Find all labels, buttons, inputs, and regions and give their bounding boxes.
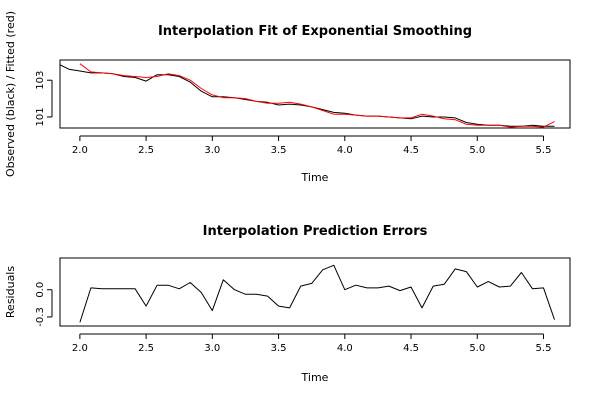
errors-x-tick-label: 3.5 xyxy=(271,343,287,354)
errors-x-axis-label: Time xyxy=(301,371,329,384)
errors-x-axis: 2.0 2.5 3.0 3.5 4.0 4.5 5.0 5.5 xyxy=(72,333,552,354)
errors-x-tick-label: 5.5 xyxy=(536,343,552,354)
errors-series-line-0 xyxy=(79,264,555,323)
errors-y-axis-label: Residuals xyxy=(4,266,17,318)
fit-x-axis-label: Time xyxy=(301,171,329,184)
errors-x-tick-label: 3.0 xyxy=(204,343,220,354)
errors-y-tick-label: -0.3 xyxy=(35,307,46,327)
fit-y-axis: 101 103 xyxy=(35,71,53,127)
fit-y-tick-label: 101 xyxy=(35,107,46,126)
fit-x-tick-label: 3.0 xyxy=(204,145,220,156)
fit-x-tick-label: 5.5 xyxy=(536,145,552,156)
fit-series xyxy=(60,63,555,128)
fit-chart-title: Interpolation Fit of Exponential Smoothi… xyxy=(158,24,472,39)
errors-chart-title: Interpolation Prediction Errors xyxy=(203,224,428,239)
errors-x-tick-label: 5.0 xyxy=(469,343,485,354)
fit-y-axis-label: Observed (black) / Fitted (red) xyxy=(4,11,17,177)
fit-x-axis: 2.0 2.5 3.0 3.5 4.0 4.5 5.0 5.5 xyxy=(72,135,552,156)
fit-x-tick-label: 5.0 xyxy=(469,145,485,156)
fit-x-tick-label: 4.5 xyxy=(403,145,419,156)
errors-x-tick-label: 2.0 xyxy=(72,343,88,354)
fit-series-line-1 xyxy=(79,63,555,128)
errors-series xyxy=(79,264,555,323)
errors-plot-frame xyxy=(59,257,571,327)
fit-x-tick-label: 2.0 xyxy=(72,145,88,156)
errors-x-tick-label: 4.5 xyxy=(403,343,419,354)
errors-y-axis: -0.3 0.0 xyxy=(35,282,53,327)
fit-y-tick-label: 103 xyxy=(35,71,46,90)
errors-x-tick-label: 4.0 xyxy=(337,343,353,354)
fit-x-tick-label: 3.5 xyxy=(271,145,287,156)
fit-panel: Interpolation Fit of Exponential Smoothi… xyxy=(4,11,571,184)
errors-panel: Interpolation Prediction Errors 2.0 2.5 3.… xyxy=(4,224,571,384)
fit-x-tick-label: 2.5 xyxy=(138,145,154,156)
fit-x-tick-label: 4.0 xyxy=(337,145,353,156)
fit-plot-frame xyxy=(59,59,571,129)
fit-series-line-0 xyxy=(60,64,555,127)
errors-x-tick-label: 2.5 xyxy=(138,343,154,354)
errors-y-tick-label: 0.0 xyxy=(35,282,46,298)
